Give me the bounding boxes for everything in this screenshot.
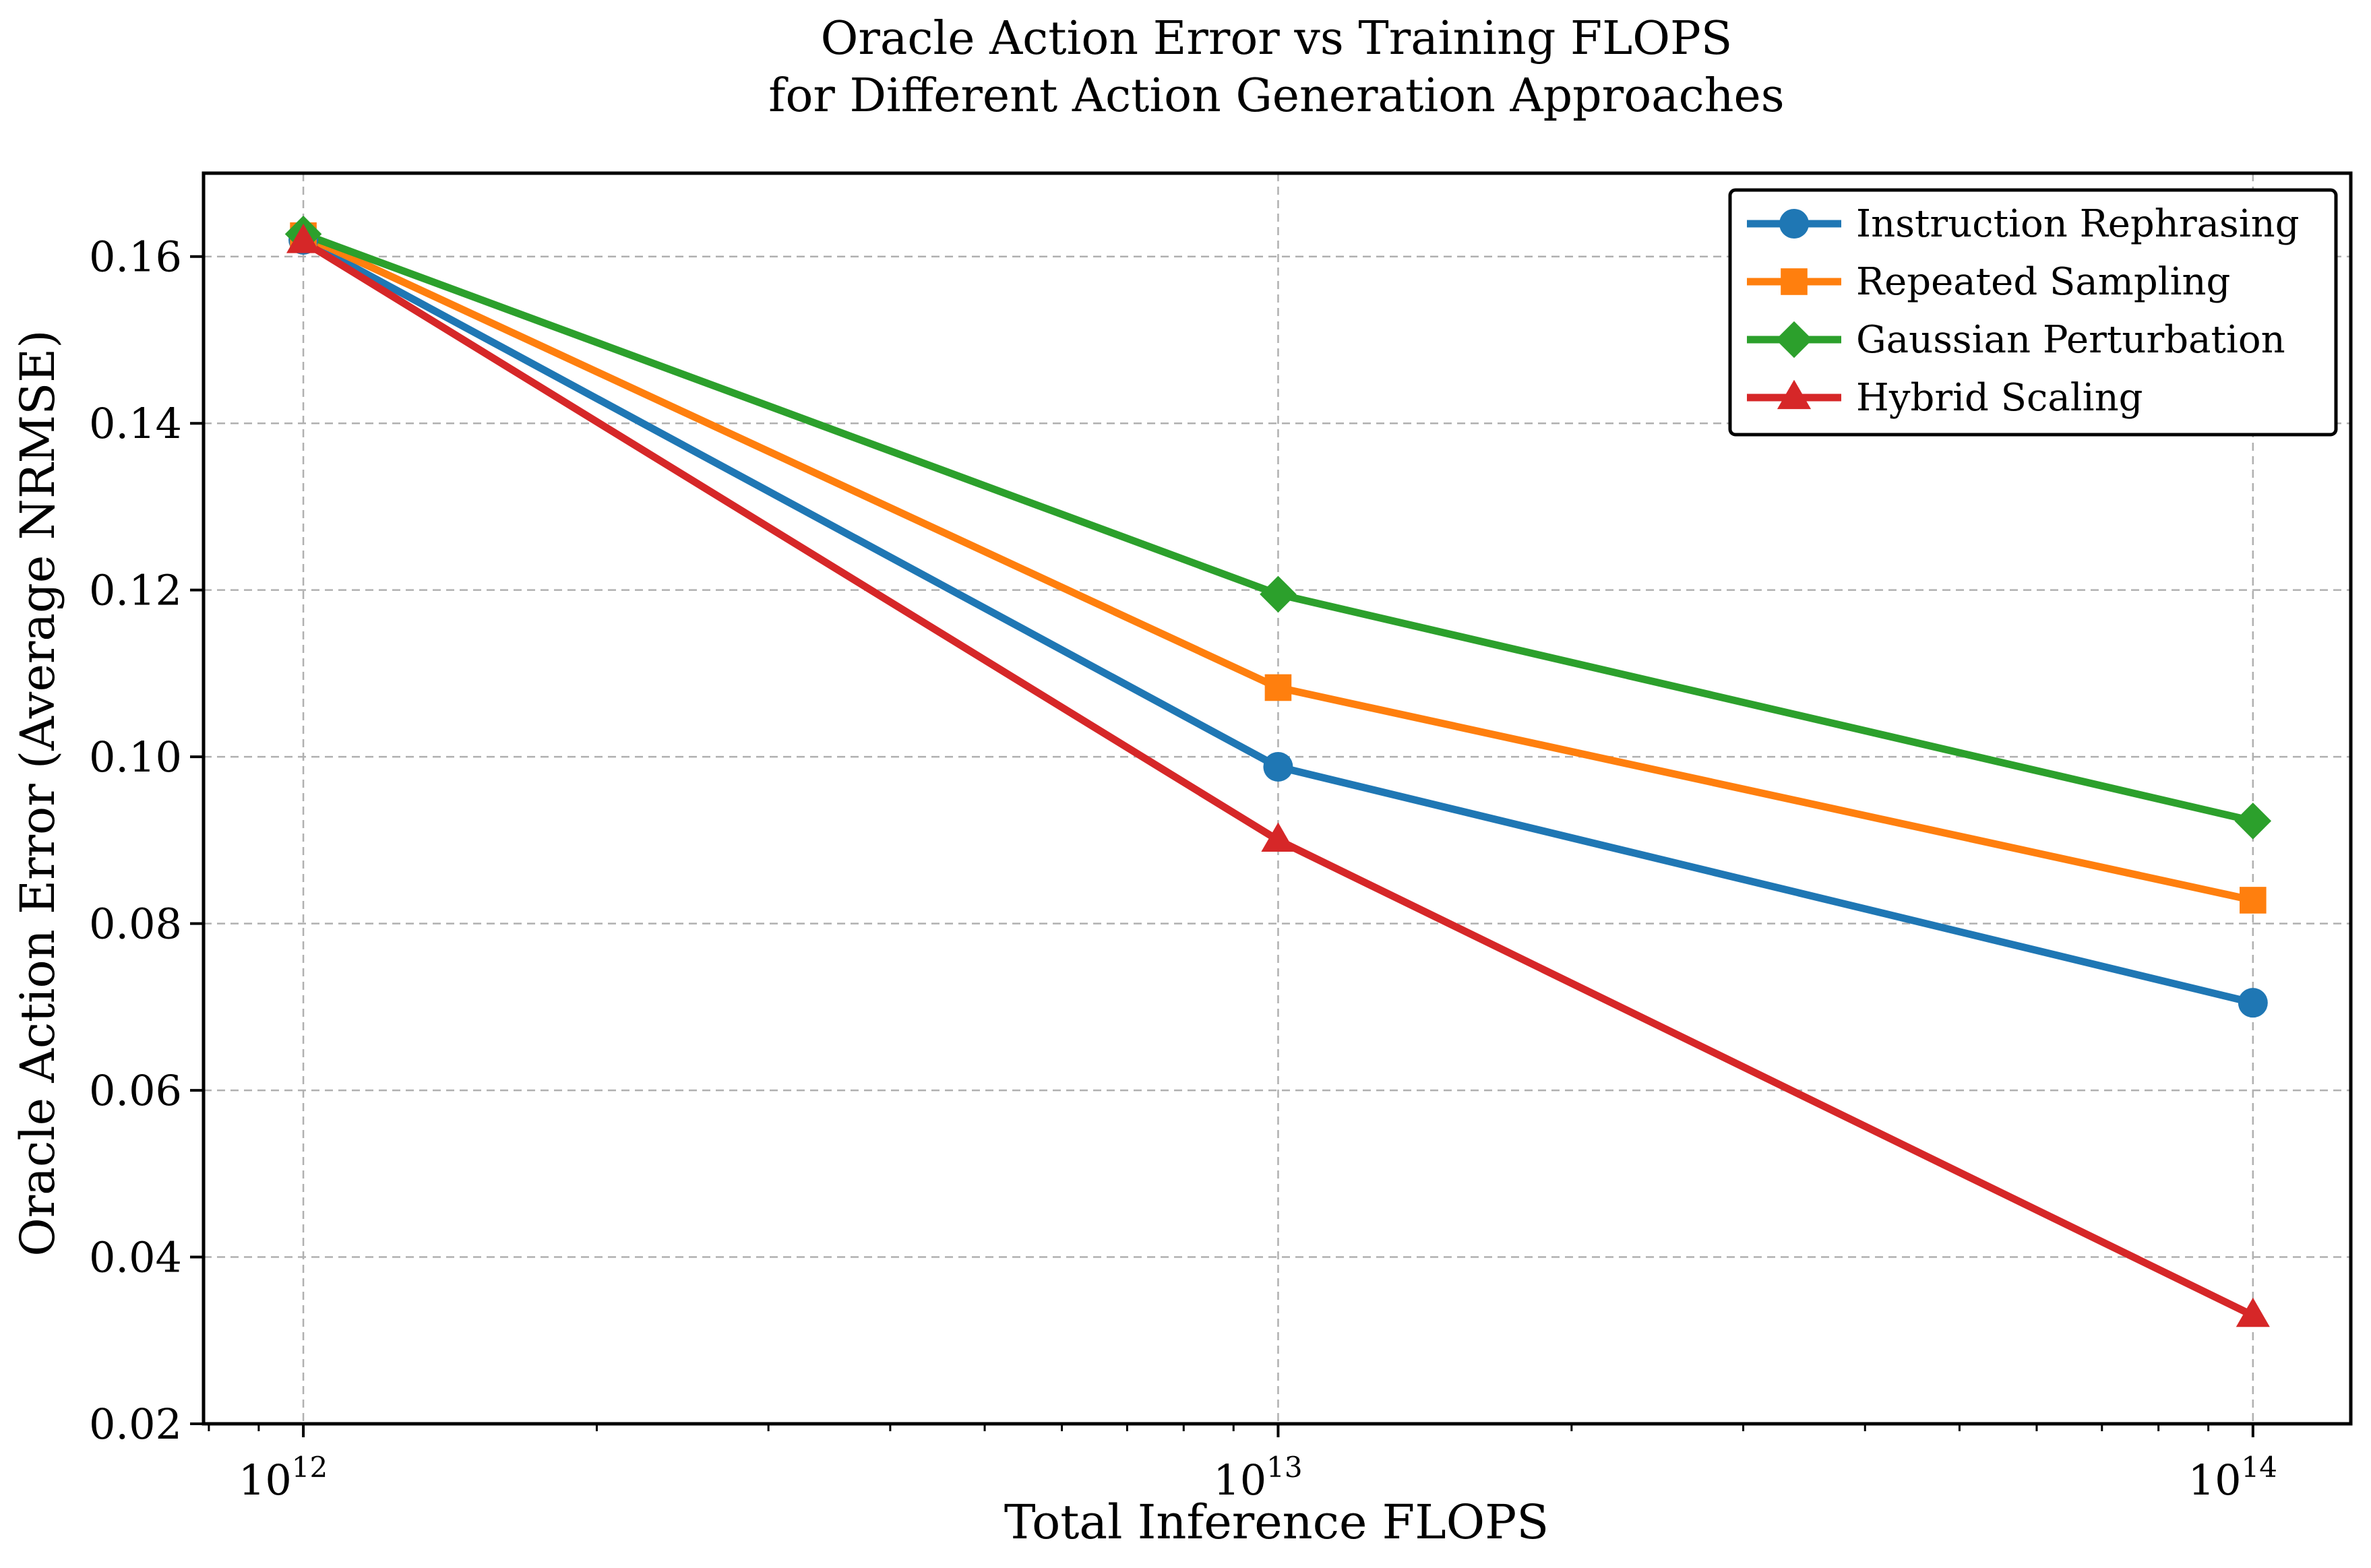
- legend-marker-diamond: [1775, 321, 1813, 358]
- data-point-circle: [1263, 751, 1293, 782]
- legend: Instruction Rephrasing Repeated Sampling G…: [1728, 188, 2338, 437]
- legend-label: Repeated Sampling: [1856, 260, 2230, 304]
- chart-title-line-1: Oracle Action Error vs Training FLOPS: [821, 12, 1733, 65]
- series-markers: [284, 216, 2272, 1327]
- data-point-square: [2240, 887, 2267, 914]
- x-axis-label: Total Inference FLOPS: [1004, 1495, 1549, 1550]
- y-axis-ticks: 0.02 0.04 0.06 0.08 0.10 0.12 0.14 0.16: [89, 232, 204, 1449]
- y-tick-label: 0.12: [89, 566, 182, 615]
- y-tick-label: 0.04: [89, 1233, 182, 1282]
- legend-marker-square: [1781, 268, 1808, 295]
- legend-label: Instruction Rephrasing: [1856, 202, 2300, 246]
- x-tick-label: 1013: [1213, 1451, 1302, 1505]
- legend-label: Gaussian Perturbation: [1856, 318, 2285, 362]
- data-point-triangle: [1261, 822, 1295, 852]
- legend-marker-triangle: [1777, 379, 1812, 410]
- data-point-circle: [2238, 988, 2268, 1018]
- x-tick-label: 1012: [239, 1451, 328, 1505]
- data-point-diamond: [1260, 575, 1297, 613]
- y-tick-label: 0.16: [89, 232, 182, 282]
- y-tick-label: 0.10: [89, 732, 182, 782]
- y-tick-label: 0.08: [89, 900, 182, 949]
- data-point-diamond: [2234, 803, 2272, 840]
- legend-marker-circle: [1779, 209, 1809, 239]
- data-point-square: [1264, 674, 1292, 701]
- x-tick-label: 1014: [2188, 1451, 2277, 1505]
- y-tick-label: 0.14: [89, 399, 182, 448]
- legend-box: [1728, 188, 2338, 437]
- x-axis-ticks: 1012 1013 1014: [208, 1424, 2277, 1505]
- legend-label: Hybrid Scaling: [1856, 376, 2143, 420]
- data-point-triangle: [286, 224, 321, 253]
- data-point-triangle: [2236, 1297, 2270, 1327]
- chart-title-line-2: for Different Action Generation Approach…: [768, 69, 1784, 123]
- y-axis-label: Oracle Action Error (Average NRMSE): [10, 330, 65, 1256]
- y-tick-label: 0.02: [89, 1400, 182, 1449]
- y-tick-label: 0.06: [89, 1066, 182, 1115]
- chart-title: Oracle Action Error vs Training FLOPS fo…: [768, 12, 1784, 123]
